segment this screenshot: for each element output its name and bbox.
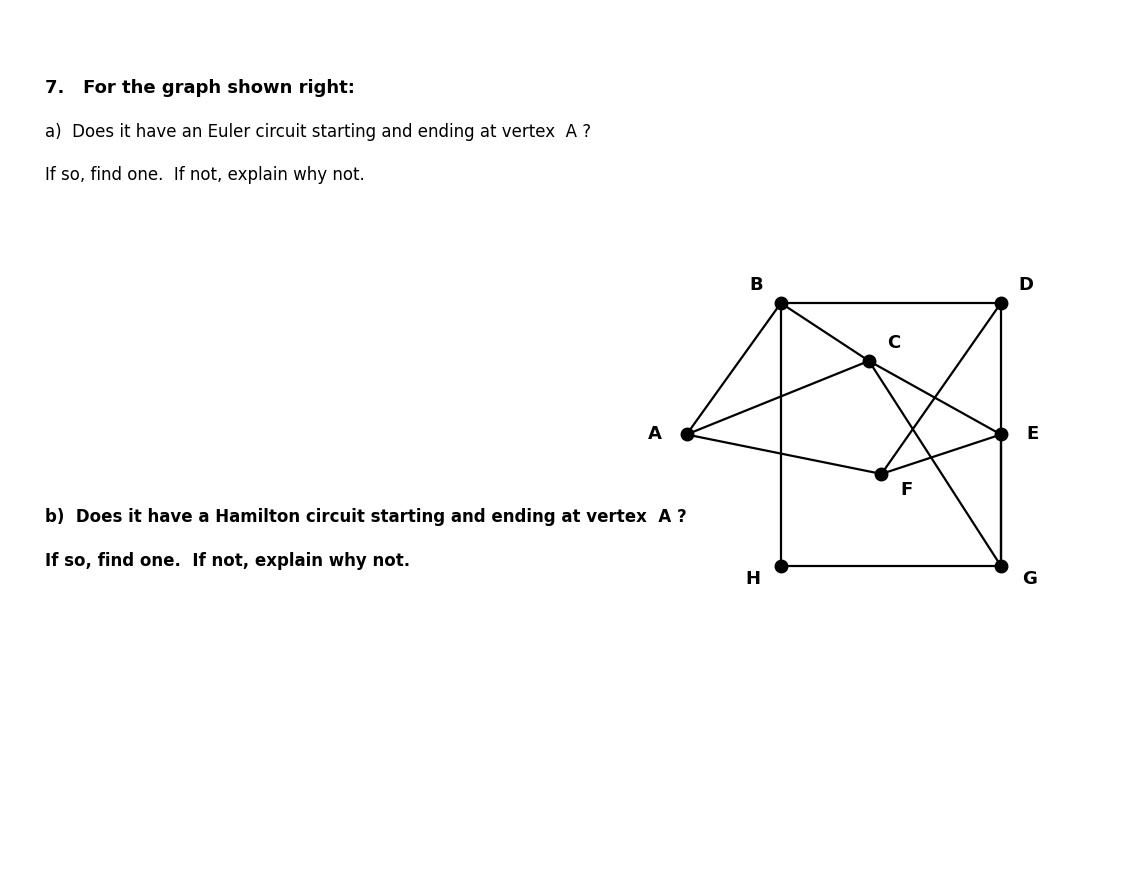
Text: D: D <box>1018 276 1034 293</box>
Text: C: C <box>888 334 901 351</box>
Text: F: F <box>900 481 912 498</box>
Text: A: A <box>648 426 663 443</box>
Text: E: E <box>1026 426 1038 443</box>
Text: If so, find one.  If not, explain why not.: If so, find one. If not, explain why not… <box>45 166 365 185</box>
Text: b)  Does it have a Hamilton circuit starting and ending at vertex  A ?: b) Does it have a Hamilton circuit start… <box>45 508 686 526</box>
Text: 7.   For the graph shown right:: 7. For the graph shown right: <box>45 79 354 97</box>
Text: If so, find one.  If not, explain why not.: If so, find one. If not, explain why not… <box>45 552 411 570</box>
Text: B: B <box>749 276 763 293</box>
Text: G: G <box>1022 570 1036 588</box>
Text: a)  Does it have an Euler circuit starting and ending at vertex  A ?: a) Does it have an Euler circuit startin… <box>45 123 591 141</box>
Text: H: H <box>745 570 760 588</box>
